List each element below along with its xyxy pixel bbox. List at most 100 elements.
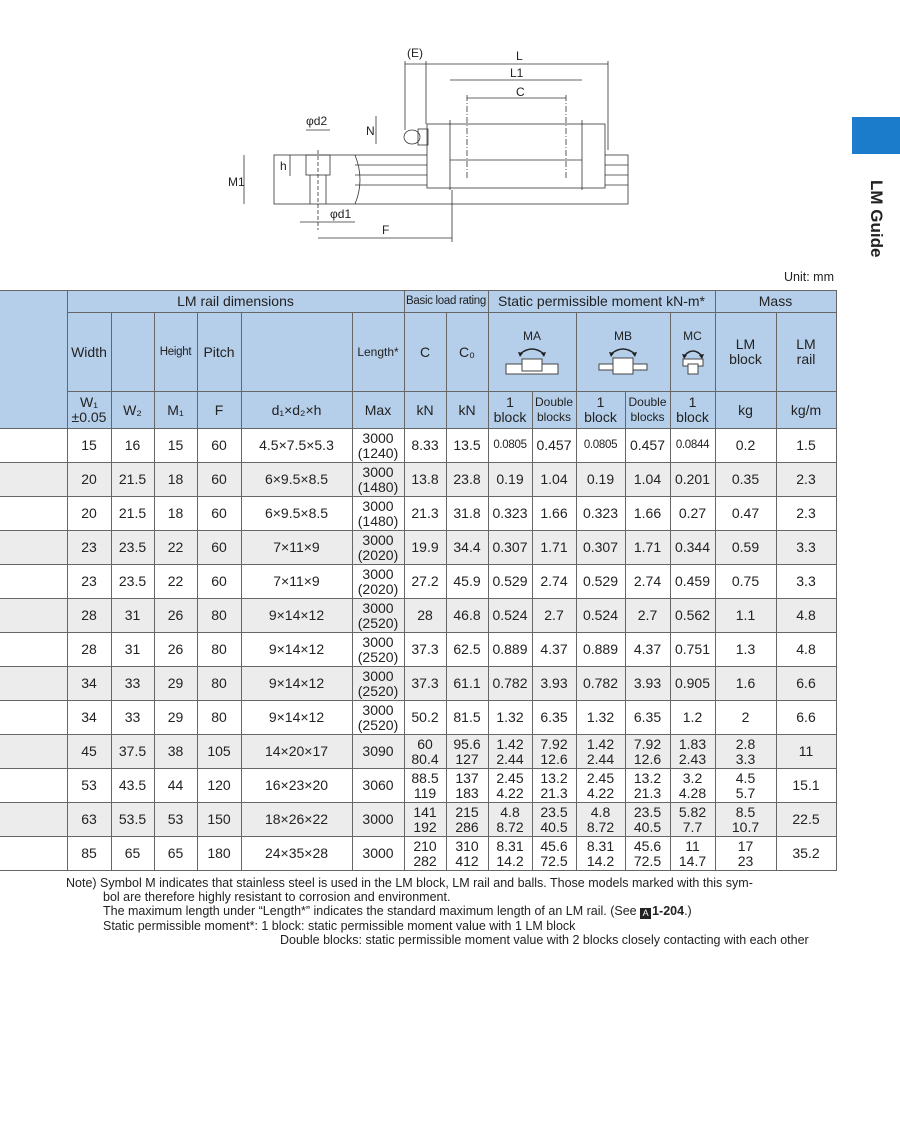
lm-block-mass-header: LM block: [714, 312, 777, 392]
cell-f: 180: [196, 836, 242, 871]
cell-w2: 33: [110, 700, 155, 735]
cell-ma-2: 1.66: [531, 496, 577, 531]
kgm-header: kg/m: [775, 391, 837, 429]
cell-mass-rail: 1.5: [775, 428, 837, 463]
mb-header: MB: [575, 312, 671, 392]
model-cell: [0, 428, 68, 463]
cell-c: 28: [403, 598, 447, 633]
cell-f: 80: [196, 700, 242, 735]
model-header: [0, 290, 68, 429]
cell-ma-2: 7.92 12.6: [531, 734, 577, 769]
table-row: 28 31 26 80 9×14×12 3000 (2520) 37.3 62.5 0.889 4…: [0, 632, 837, 667]
static-moment-header: Static permissible moment kN-m*: [487, 290, 716, 313]
cell-ma-1: 0.889: [487, 632, 533, 667]
note-line: The maximum length under “Length*” indic…: [66, 904, 846, 919]
c-header: C: [403, 312, 447, 392]
cell-mass-block: 2.8 3.3: [714, 734, 777, 769]
cell-ma-1: 4.8 8.72: [487, 802, 533, 837]
cell-mb-2: 6.35: [624, 700, 671, 735]
cell-d: 7×11×9: [240, 564, 353, 599]
cell-c: 37.3: [403, 632, 447, 667]
cell-w2: 65: [110, 836, 155, 871]
page-ref-icon: A: [640, 908, 652, 919]
cell-f: 60: [196, 530, 242, 565]
cell-mb-1: 2.45 4.22: [575, 768, 626, 803]
cell-c0: 23.8: [445, 462, 489, 497]
cell-w2: 23.5: [110, 530, 155, 565]
cell-w2: 21.5: [110, 496, 155, 531]
cell-mb-2: 1.66: [624, 496, 671, 531]
table-row: 34 33 29 80 9×14×12 3000 (2520) 50.2 81.5 1.32 6.…: [0, 700, 837, 735]
note-line: bol are therefore highly resistant to co…: [103, 890, 451, 904]
cell-ma-2: 4.37: [531, 632, 577, 667]
rolling-moment-icon: [681, 350, 704, 375]
cell-length: 3000 (1480): [351, 462, 405, 497]
cell-c0: 81.5: [445, 700, 489, 735]
table-and-notes: LM rail dimensions Basic load rating Sta…: [0, 290, 900, 947]
cell-d: 9×14×12: [240, 598, 353, 633]
c0-unit-header: kN: [445, 391, 489, 429]
cell-w1: 28: [66, 632, 112, 667]
model-cell: [0, 836, 68, 871]
cell-mc-1: 0.0844: [669, 428, 716, 463]
c-unit-header: kN: [403, 391, 447, 429]
table-row: 45 37.5 38 105 14×20×17 3090 60 80.4 95.6 127 1.…: [0, 734, 837, 769]
table-row: 28 31 26 80 9×14×12 3000 (2520) 28 46.8 0.524 2.7…: [0, 598, 837, 633]
cell-mb-1: 0.19: [575, 462, 626, 497]
note-line: Note) Symbol M indicates that stainless …: [66, 876, 753, 890]
cell-f: 60: [196, 428, 242, 463]
cell-mass-rail: 11: [775, 734, 837, 769]
cell-w2: 43.5: [110, 768, 155, 803]
cell-ma-1: 0.0805: [487, 428, 533, 463]
width-header: Width: [66, 312, 112, 392]
cell-c0: 95.6 127: [445, 734, 489, 769]
cell-w2: 33: [110, 666, 155, 701]
cell-mass-rail: 15.1: [775, 768, 837, 803]
cell-w2: 16: [110, 428, 155, 463]
cell-ma-2: 0.457: [531, 428, 577, 463]
cell-mb-2: 13.2 21.3: [624, 768, 671, 803]
table-row: 20 21.5 18 60 6×9.5×8.5 3000 (1480) 13.8 23.8 0.…: [0, 462, 837, 497]
dim-label-c: C: [516, 85, 525, 99]
cell-w1: 23: [66, 530, 112, 565]
cell-c: 21.3: [403, 496, 447, 531]
cell-w1: 34: [66, 666, 112, 701]
yawing-moment-icon: [598, 348, 648, 375]
cell-mc-1: 1.83 2.43: [669, 734, 716, 769]
cell-mc-1: 0.27: [669, 496, 716, 531]
cell-length: 3000 (2020): [351, 564, 405, 599]
dim-label-n: N: [366, 124, 375, 138]
model-cell: [0, 564, 68, 599]
cell-ma-1: 0.529: [487, 564, 533, 599]
cell-mass-rail: 6.6: [775, 700, 837, 735]
dim-label-f: F: [382, 223, 389, 237]
cell-length: 3000: [351, 802, 405, 837]
cell-d: 9×14×12: [240, 700, 353, 735]
cell-c: 60 80.4: [403, 734, 447, 769]
cell-w1: 28: [66, 598, 112, 633]
ma-one-block-header: 1 block: [487, 391, 533, 429]
m1-header: M₁: [153, 391, 198, 429]
cell-f: 60: [196, 462, 242, 497]
model-cell: [0, 802, 68, 837]
cell-ma-2: 45.6 72.5: [531, 836, 577, 871]
cell-mb-2: 3.93: [624, 666, 671, 701]
cell-c0: 215 286: [445, 802, 489, 837]
cell-mass-block: 1.6: [714, 666, 777, 701]
page-reference: 1-204: [652, 904, 685, 918]
lm-rail-spec-table: LM rail dimensions Basic load rating Sta…: [0, 290, 837, 871]
cell-mb-1: 1.32: [575, 700, 626, 735]
cell-mb-1: 0.889: [575, 632, 626, 667]
lm-rail-mass-header: LM rail: [775, 312, 837, 392]
cell-mass-block: 4.5 5.7: [714, 768, 777, 803]
cell-ma-1: 1.42 2.44: [487, 734, 533, 769]
cell-d: 6×9.5×8.5: [240, 496, 353, 531]
mb-double-blocks-header: Double blocks: [624, 391, 671, 429]
section-tab: [852, 117, 900, 154]
cell-f: 120: [196, 768, 242, 803]
model-cell: [0, 768, 68, 803]
note-text: The maximum length under “Length*” indic…: [103, 904, 641, 918]
cell-w2: 53.5: [110, 802, 155, 837]
cell-length: 3090: [351, 734, 405, 769]
dim-label-e: (E): [407, 46, 423, 60]
